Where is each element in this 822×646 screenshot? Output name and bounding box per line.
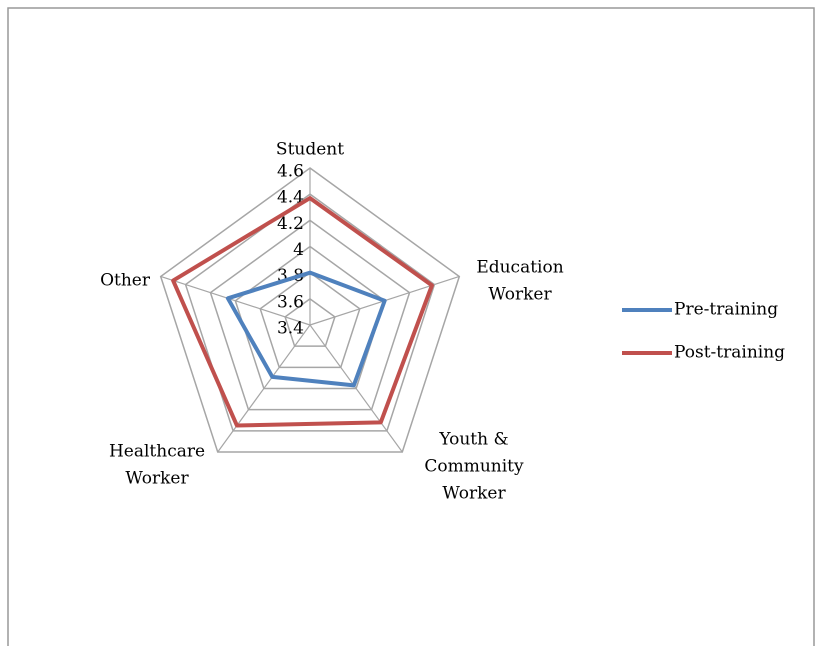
legend-label: Post-training (674, 343, 785, 363)
grid-ring (259, 271, 361, 369)
chart-frame (7, 7, 815, 646)
grid-ring (159, 167, 461, 453)
spoke (160, 275, 311, 326)
category-label: Community (424, 457, 524, 477)
grid-ring (184, 193, 436, 432)
spoke (217, 324, 311, 453)
r-tick-label: 4.2 (277, 214, 304, 234)
category-label: Worker (442, 484, 506, 504)
category-label: Other (100, 271, 151, 291)
series-line (225, 270, 387, 388)
category-label: Youth & (438, 430, 508, 450)
spoke (309, 324, 403, 453)
r-tick-label: 4.6 (277, 162, 304, 182)
category-label: Education (476, 258, 563, 278)
series-line (171, 196, 434, 428)
r-tick-label: 4 (293, 240, 304, 260)
r-tick-label: 3.4 (277, 319, 304, 339)
r-tick-label: 4.4 (277, 188, 304, 208)
legend-label: Pre-training (674, 300, 778, 320)
category-label: Healthcare (109, 442, 205, 462)
r-tick-label: 3.6 (277, 292, 304, 312)
category-label: Student (276, 140, 344, 160)
grid-ring (284, 297, 336, 347)
category-label: Worker (488, 285, 552, 305)
category-label: Worker (125, 469, 189, 489)
grid-ring (209, 219, 411, 411)
